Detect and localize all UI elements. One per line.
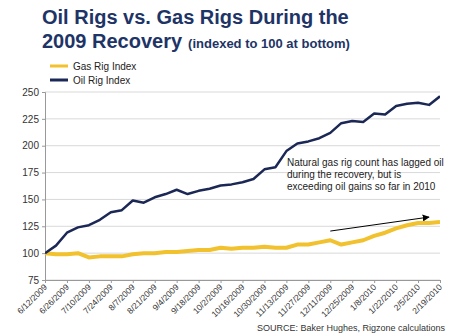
x-tick-mark (199, 280, 200, 283)
x-tick: 2/19/2010 (410, 280, 444, 316)
x-tick-mark (396, 280, 397, 283)
y-tick: 200 (22, 140, 45, 151)
y-tick-mark (42, 199, 45, 200)
x-tick-mark (177, 280, 178, 283)
x-tick-label: 12/25/2009 (319, 282, 356, 319)
x-tick-mark (111, 280, 112, 283)
y-tick-label: 225 (22, 114, 39, 125)
legend-label: Gas Rig Index (73, 61, 136, 72)
y-tick: 125 (22, 221, 45, 232)
annotation-arrow (330, 217, 429, 231)
grid-line (45, 199, 440, 200)
y-tick: 150 (22, 194, 45, 205)
x-tick-mark (286, 280, 287, 283)
x-tick-mark (221, 280, 222, 283)
lines (45, 96, 440, 257)
grid-line (45, 226, 440, 227)
grid-line (45, 92, 440, 93)
x-tick: 12/25/2009 (319, 280, 356, 319)
x-tick-label: 1/22/2010 (366, 282, 400, 316)
y-tick-label: 75 (28, 275, 40, 286)
x-axis-line (46, 281, 441, 284)
x-tick-mark (330, 280, 331, 283)
x-tick-mark (89, 280, 90, 283)
x-tick-mark (374, 280, 375, 283)
y-tick: 100 (22, 248, 45, 259)
y-tick-label: 100 (22, 248, 39, 259)
y-tick-label: 150 (22, 194, 39, 205)
x-tick-mark (352, 280, 353, 283)
grid (45, 92, 440, 280)
x-tick-mark (243, 280, 244, 283)
x-axis: 6/12/20096/26/20097/10/20097/24/20098/7/… (15, 280, 444, 319)
y-tick-mark (42, 119, 45, 120)
annotation: Natural gas rig count has lagged oilduri… (287, 157, 444, 192)
y-tick: 225 (22, 114, 45, 125)
x-tick-mark (133, 280, 134, 283)
legend-swatch (50, 79, 68, 82)
y-tick-label: 250 (22, 87, 39, 98)
y-tick-mark (42, 226, 45, 227)
y-tick-mark (42, 280, 45, 281)
y-tick-label: 125 (22, 221, 39, 232)
grid-line (45, 145, 440, 146)
y-axis: 75 100 125 150 175 200 225 250 (22, 87, 45, 286)
subtitle: (indexed to 100 at bottom) (188, 36, 350, 51)
y-tick-mark (42, 253, 45, 254)
legend-label: Oil Rig Index (73, 75, 130, 86)
x-tick: 8/21/2009 (125, 280, 159, 316)
series-line (45, 222, 440, 257)
y-tick-mark (42, 146, 45, 147)
annotation-line: exceeding oil gains so far in 2010 (287, 181, 436, 192)
title-line: 2009 Recovery (42, 30, 183, 52)
x-tick-label: 8/21/2009 (125, 282, 159, 316)
x-tick-mark (67, 280, 68, 283)
chart: Oil Rigs vs. Gas Rigs During the2009 Rec… (0, 0, 450, 334)
x-tick-mark (45, 280, 46, 283)
legend-swatch (50, 65, 68, 68)
plot: 75 100 125 150 175 200 225 250 6/12/20096/26/200… (15, 87, 444, 320)
x-tick-mark (308, 280, 309, 283)
grid-line (45, 253, 440, 254)
annotation-line: during the recovery, but is (287, 169, 401, 180)
y-tick-label: 200 (22, 140, 39, 151)
x-tick: 1/22/2010 (366, 280, 400, 316)
y-tick-label: 175 (22, 167, 39, 178)
x-tick-label: 2/19/2010 (410, 282, 444, 316)
legend: Gas Rig Index Oil Rig Index (50, 61, 136, 86)
grid-line (45, 118, 440, 119)
x-tick-mark (418, 280, 419, 283)
x-tick-label: 7/24/2009 (81, 282, 115, 316)
x-tick-mark (155, 280, 156, 283)
y-axis-line (42, 93, 46, 281)
source: SOURCE: Baker Hughes, Rigzone calculatio… (257, 323, 446, 333)
x-tick-mark (440, 280, 441, 283)
y-tick-mark (42, 173, 45, 174)
y-tick-mark (42, 92, 45, 93)
title-line: Oil Rigs vs. Gas Rigs During the (42, 6, 349, 28)
y-tick: 250 (22, 87, 45, 98)
x-tick: 7/24/2009 (81, 280, 115, 316)
annotation-line: Natural gas rig count has lagged oil (287, 157, 444, 168)
series-line (45, 96, 440, 253)
x-tick-mark (264, 280, 265, 283)
y-tick: 175 (22, 167, 45, 178)
